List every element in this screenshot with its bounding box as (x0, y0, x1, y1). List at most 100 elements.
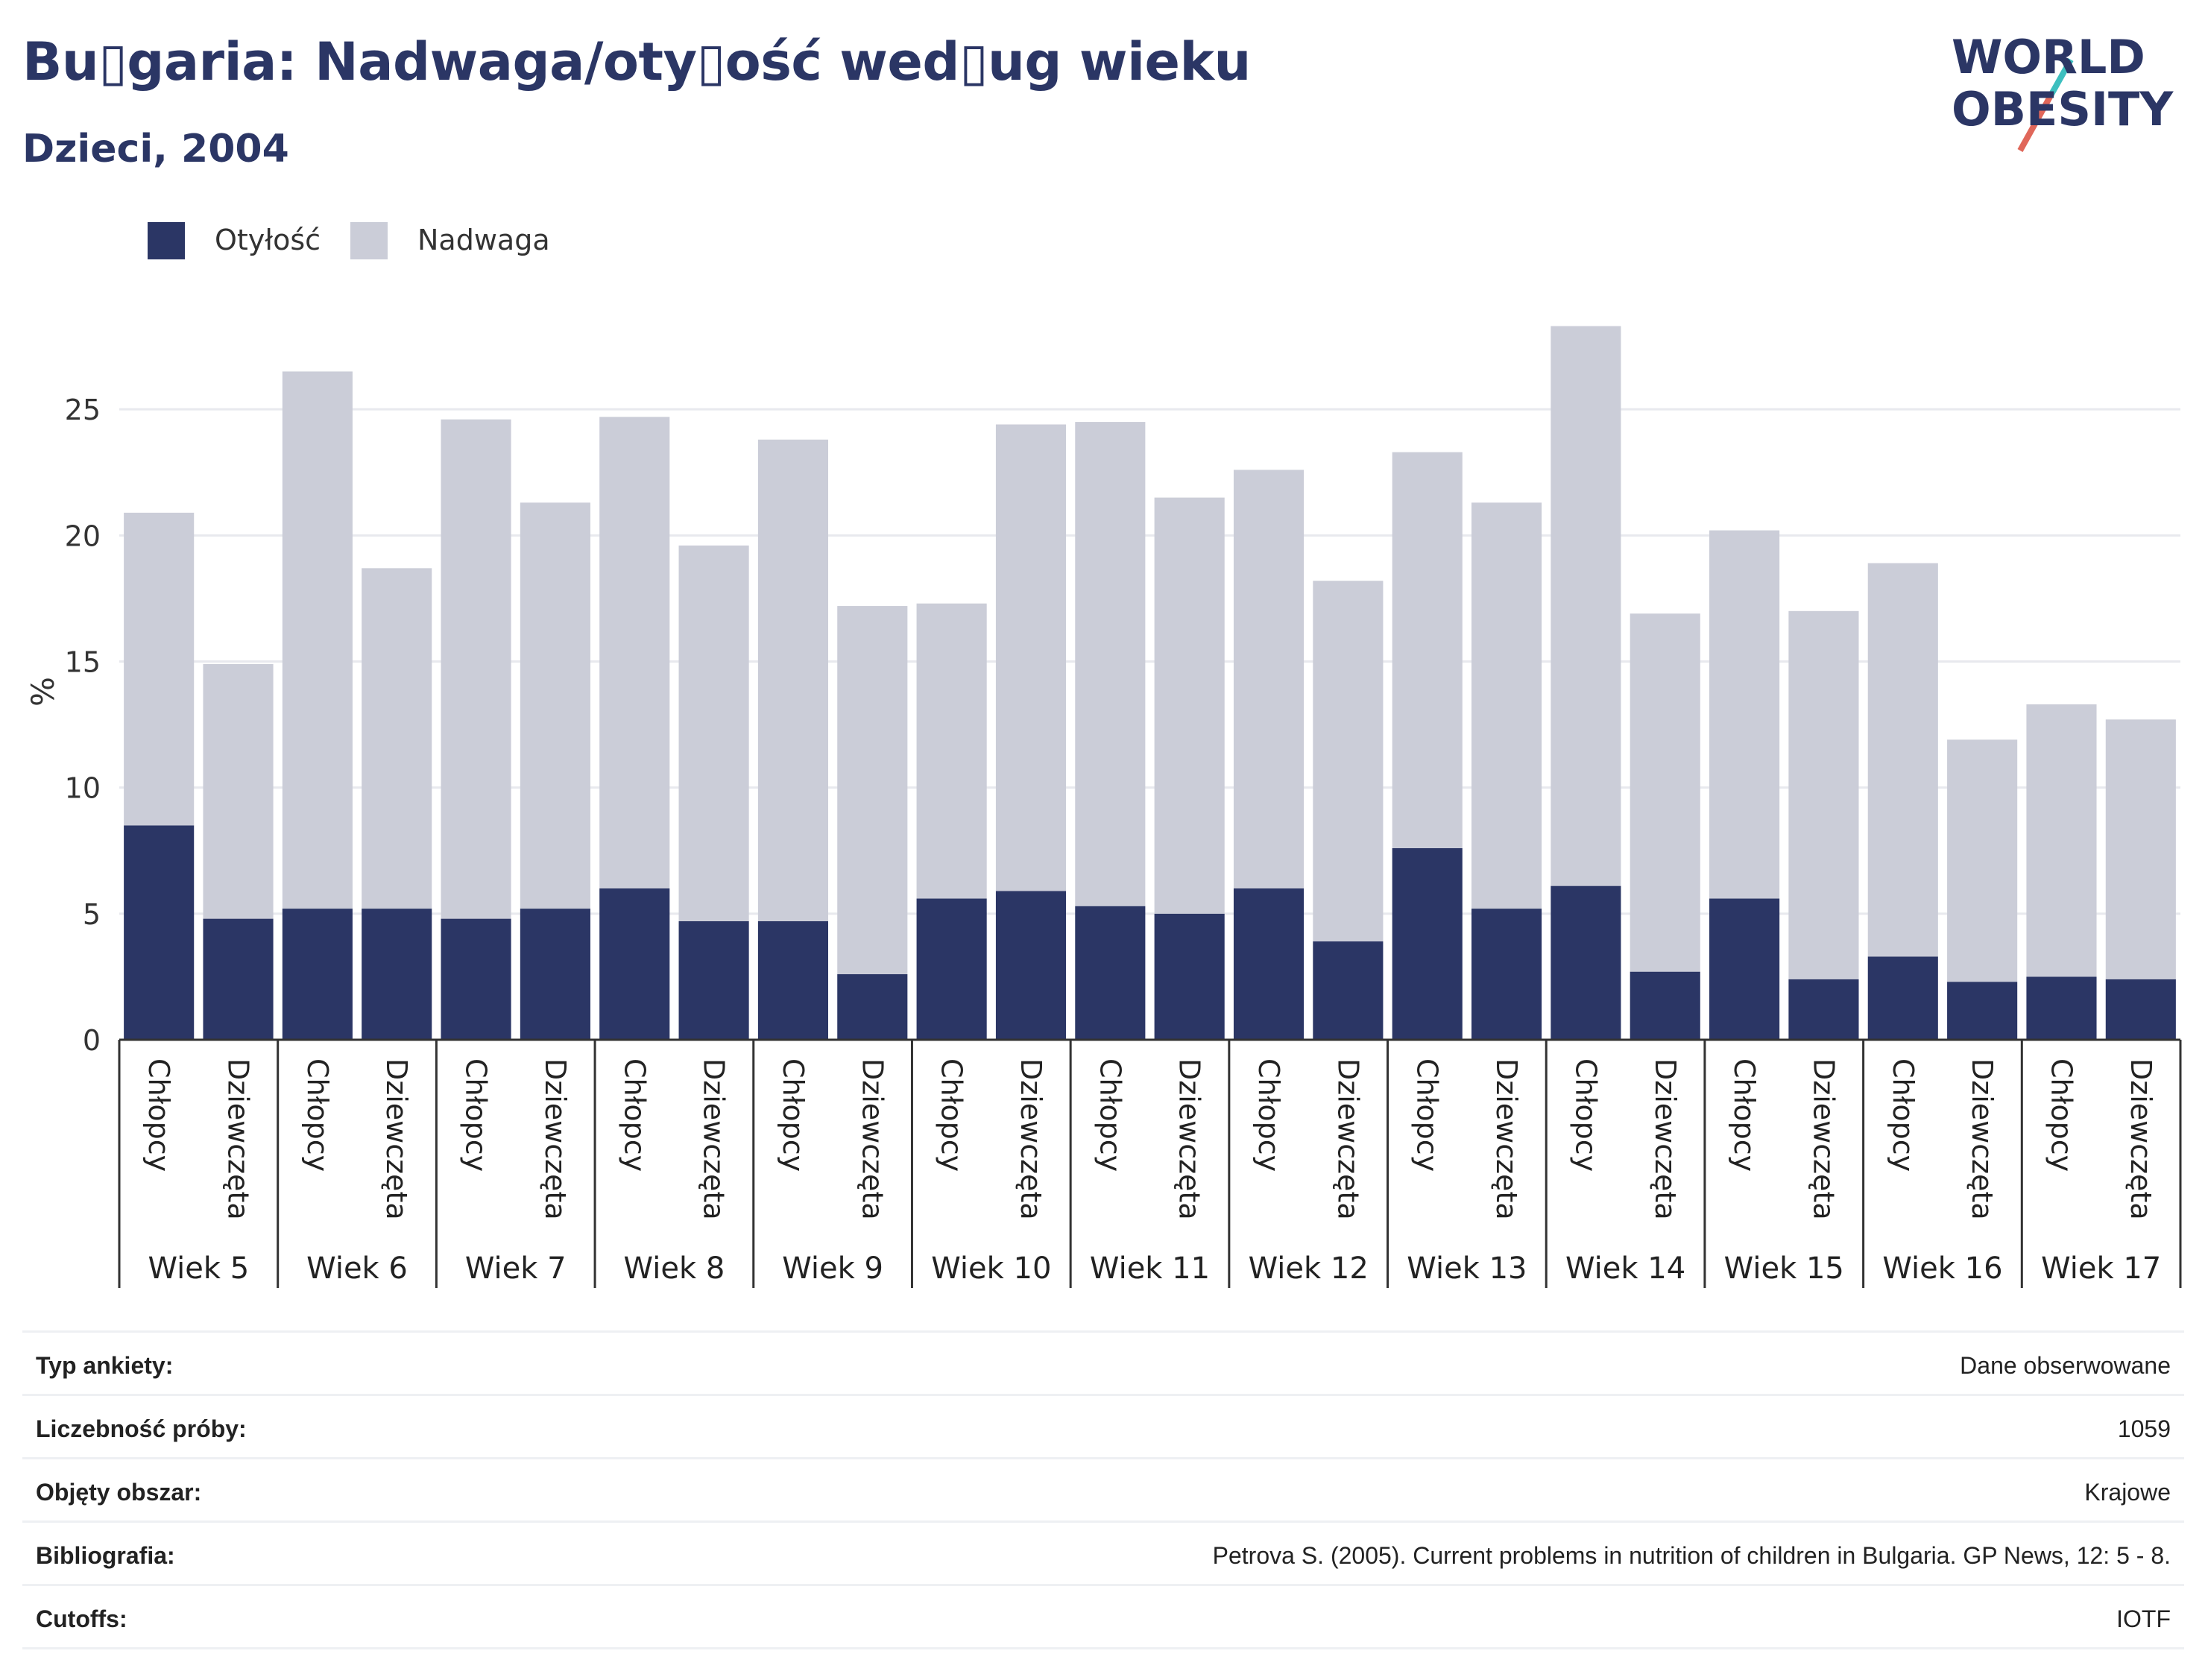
logo-word-obesity: OBESITY (1952, 82, 2174, 136)
bar-segment-overweight (1788, 610, 1859, 979)
bar-segment-overweight (1947, 739, 2018, 982)
bar-segment-overweight (837, 606, 908, 975)
bar-segment-overweight (1471, 502, 1542, 909)
x-subcategory-label: Dziewczęta (856, 1058, 889, 1220)
bar-segment-overweight (1233, 470, 1305, 888)
bar-segment-obesity (599, 888, 670, 1040)
y-tick-label: 15 (65, 646, 101, 679)
bar-segment-overweight (1867, 563, 1938, 957)
legend-swatch-obesity (148, 222, 185, 259)
bar-segment-overweight (1630, 613, 1700, 972)
survey-info-table: Typ ankiety: Dane obserwowane Liczebność… (22, 1330, 2184, 1649)
info-value: Dane obserwowane (1960, 1352, 2171, 1379)
bar-segment-overweight (1313, 581, 1384, 942)
x-group-label: Wiek 6 (306, 1251, 408, 1286)
x-subcategory-label: Chłopcy (1411, 1058, 1444, 1172)
bar-segment-obesity (1709, 898, 1780, 1040)
bar-segment-overweight (1551, 326, 1621, 886)
bar-segment-obesity (362, 909, 432, 1040)
legend-label-obesity: Otyłość (215, 224, 321, 256)
x-group-label: Wiek 16 (1882, 1251, 2002, 1286)
bar-segment-obesity (282, 909, 353, 1040)
bar-segment-obesity (441, 918, 511, 1040)
x-subcategory-label: Dziewczęta (2124, 1058, 2157, 1220)
chart-subtitle: Dzieci, 2004 (22, 127, 289, 171)
info-value: Krajowe (2084, 1479, 2171, 1506)
y-tick-label: 5 (83, 898, 101, 931)
x-subcategory-label: Dziewczęta (698, 1058, 731, 1220)
bar-segment-obesity (916, 898, 987, 1040)
x-subcategory-label: Chłopcy (301, 1058, 334, 1172)
y-tick-label: 0 (83, 1024, 101, 1057)
bar-segment-obesity (1313, 941, 1384, 1040)
x-group-label: Wiek 15 (1724, 1251, 1844, 1286)
info-label: Typ ankiety: (36, 1352, 174, 1379)
chart-title: Bu▯garia: Nadwaga/oty▯ość wed▯ug wieku (22, 31, 1251, 92)
bar-segment-obesity (1471, 909, 1542, 1040)
bar-segment-overweight (916, 603, 987, 899)
bar-segment-obesity (520, 909, 590, 1040)
logo-word-world: WORLD (1952, 30, 2145, 84)
bar-segment-obesity (837, 974, 908, 1040)
bar-segment-obesity (124, 825, 195, 1040)
bar-segment-overweight (520, 502, 590, 909)
bar-segment-overweight (1392, 452, 1463, 848)
x-subcategory-label: Chłopcy (936, 1058, 968, 1172)
bar-segment-overweight (599, 417, 670, 888)
x-group-label: Wiek 17 (2041, 1251, 2161, 1286)
x-subcategory-label: Dziewczęta (1807, 1058, 1840, 1220)
x-group-label: Wiek 7 (465, 1251, 567, 1286)
x-subcategory-label: Dziewczęta (1966, 1058, 1999, 1220)
bar-segment-overweight (2026, 704, 2097, 977)
bar-segment-overweight (203, 663, 274, 919)
info-value: Petrova S. (2005). Current problems in n… (1212, 1542, 2171, 1569)
bar-segment-obesity (757, 920, 829, 1040)
legend-swatch-overweight (350, 222, 388, 259)
bar-segment-overweight (441, 419, 511, 919)
x-subcategory-label: Chłopcy (1728, 1058, 1761, 1172)
bar-segment-obesity (1075, 906, 1146, 1040)
info-value: IOTF (2116, 1605, 2171, 1632)
bar-segment-obesity (1867, 956, 1938, 1040)
bar-segment-obesity (995, 891, 1067, 1040)
x-subcategory-label: Chłopcy (2045, 1058, 2078, 1172)
bar-segment-overweight (678, 545, 749, 921)
x-subcategory-label: Dziewczęta (1649, 1058, 1682, 1220)
bar-segment-overweight (1709, 530, 1780, 899)
x-subcategory-label: Dziewczęta (222, 1058, 255, 1220)
bar-segment-overweight (757, 439, 829, 921)
x-subcategory-label: Chłopcy (1569, 1058, 1602, 1172)
bar-segment-overweight (2105, 719, 2176, 979)
world-obesity-logo: WORLD OBESITY (1938, 22, 2192, 157)
x-group-label: Wiek 14 (1565, 1251, 1685, 1286)
bar-segment-obesity (1392, 847, 1463, 1040)
info-row-survey-type: Typ ankiety: Dane obserwowane (22, 1330, 2184, 1394)
y-tick-label: 20 (65, 520, 101, 552)
x-subcategory-label: Chłopcy (618, 1058, 651, 1172)
info-row-cutoffs: Cutoffs: IOTF (22, 1584, 2184, 1649)
bar-segment-obesity (1154, 913, 1225, 1040)
x-group-label: Wiek 8 (624, 1251, 725, 1286)
x-subcategory-label: Dziewczęta (380, 1058, 413, 1220)
x-group-label: Wiek 5 (148, 1251, 249, 1286)
bar-segment-obesity (1788, 979, 1859, 1040)
bar-segment-obesity (2026, 976, 2097, 1040)
x-subcategory-label: Chłopcy (1094, 1058, 1126, 1172)
bar-segment-obesity (2105, 979, 2176, 1040)
logo-slash-icon (2017, 58, 2074, 152)
info-label: Cutoffs: (36, 1605, 127, 1632)
bar-segment-obesity (203, 918, 274, 1040)
y-tick-label: 25 (65, 394, 101, 426)
stacked-bar-chart: 0 5 10 15 20 25% Chłopcy Dziewczęta Wiek 5 Chłopc… (25, 326, 2182, 1288)
bar-segment-obesity (1947, 982, 2018, 1040)
x-group-label: Wiek 12 (1249, 1251, 1369, 1286)
x-group-label: Wiek 11 (1090, 1251, 1210, 1286)
info-row-area-covered: Objęty obszar: Krajowe (22, 1457, 2184, 1520)
info-row-sample-size: Liczebność próby: 1059 (22, 1394, 2184, 1457)
info-value: 1059 (2117, 1415, 2171, 1442)
info-label: Bibliografia: (36, 1542, 175, 1569)
bar-segment-overweight (362, 568, 432, 909)
info-label: Liczebność próby: (36, 1415, 247, 1442)
x-subcategory-label: Dziewczęta (1490, 1058, 1523, 1220)
x-group-label: Wiek 13 (1407, 1251, 1527, 1286)
